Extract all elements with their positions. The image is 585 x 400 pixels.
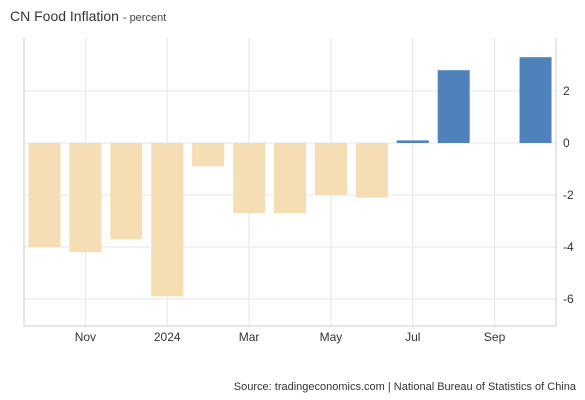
bar [274,143,306,214]
x-tick-label: Mar [239,330,260,344]
x-tick-label: Nov [75,330,96,344]
bar [110,143,143,240]
bar [192,143,225,167]
x-tick-label: Sep [484,330,506,344]
y-tick-label: 0 [563,136,570,150]
bar [519,57,552,144]
x-tick-label: 2024 [154,330,181,344]
bar [314,143,347,195]
bars [28,57,552,297]
bar [28,143,61,247]
bar [396,140,429,143]
tick-labels: 2 0 -2 -4 -6 Nov 2024 Mar May Jul Sep [75,84,574,344]
title-text: CN Food Inflation [10,8,119,24]
x-tick-label: May [320,330,343,344]
chart-title: CN Food Inflation - percent [10,8,166,24]
bar [233,143,266,214]
y-tick-label: -6 [563,292,574,306]
y-tick-label: 2 [563,84,570,98]
y-tick-label: -2 [563,188,574,202]
y-tick-label: -4 [563,240,574,254]
bar [437,70,470,143]
bar [69,143,102,253]
bar [355,143,388,198]
bar [151,143,184,297]
x-tick-label: Jul [405,330,420,344]
source-note: Source: tradingeconomics.com | National … [233,381,576,393]
subtitle-text: - percent [122,12,167,24]
axes [23,38,557,327]
